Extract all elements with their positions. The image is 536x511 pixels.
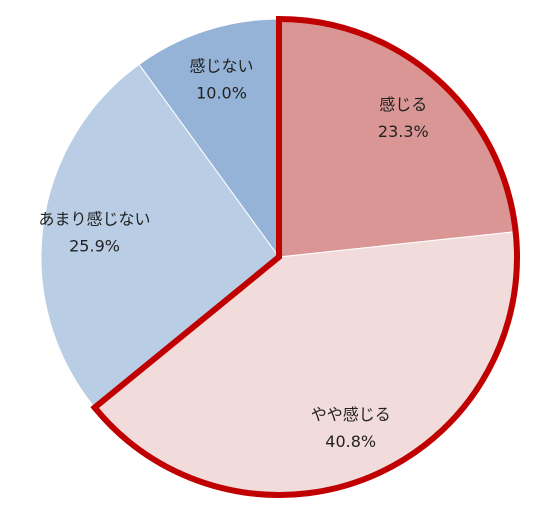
value-label: 25.9% [69,237,120,256]
value-label: 40.8% [325,432,376,451]
slice-label: 感じない [190,57,254,76]
pie-slice [138,18,280,259]
slice-label: あまり感じない [39,210,151,229]
slice-label: 感じる [379,95,427,114]
value-label: 23.3% [378,122,429,141]
pie-slice [40,63,280,409]
slice-label: やや感じる [311,405,391,424]
highlight-outline [90,15,520,498]
value-label: 10.0% [196,84,247,103]
